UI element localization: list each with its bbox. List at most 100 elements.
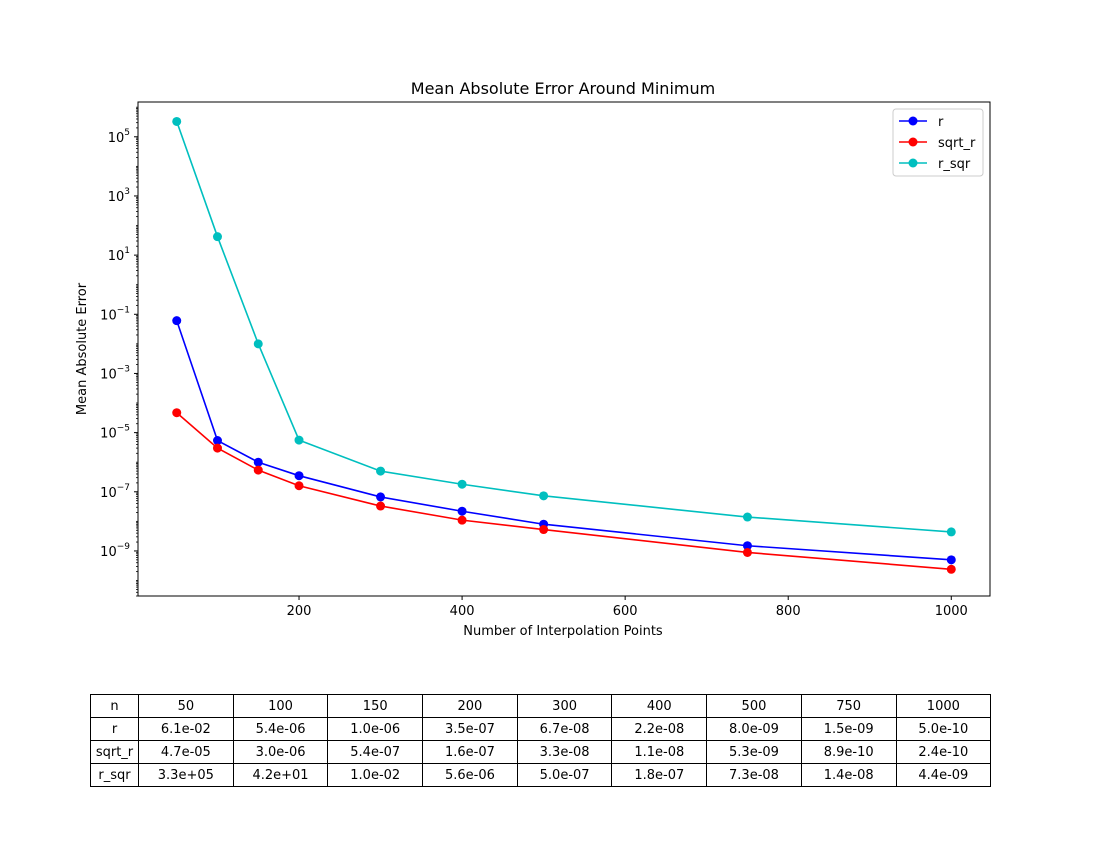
table-cell: 1.5e-09 [800,717,897,741]
table-row: r 6.1e-02 5.4e-06 1.0e-06 3.5e-07 6.7e-08 2.2e… [90,717,992,741]
x-axis: 200 400 600 800 1000 [287,596,968,619]
table-cell: 5.6e-06 [422,763,518,787]
table-cell: 8.9e-10 [800,740,897,764]
series-line-r-sqr [175,121,952,533]
y-axis-label: Mean Absolute Error [75,282,90,415]
legend-marker [908,158,918,168]
table-row-label: r [90,717,139,741]
table-cell: 3.3e+05 [138,763,234,787]
y-tick-label: 10−1 [100,305,130,323]
data-point-sqrt-r [457,515,467,525]
data-table: n 50 100 150 200 300 400 500 750 1000 r 6.1e-02 5.4e… [90,694,992,787]
data-point-r [946,555,956,565]
table-cell: 1.8e-07 [611,763,708,787]
data-point-r [253,457,263,467]
x-tick-label: 800 [776,604,801,619]
table-cell: 1.0e-06 [327,717,424,741]
table-cell: 3.3e-08 [516,740,613,764]
table-cell: 8.0e-09 [706,717,802,741]
plot-lines [172,116,956,574]
data-point-sqrt-r [539,525,549,535]
y-tick-label: 103 [108,187,130,205]
table-cell: 2.2e-08 [611,717,708,741]
legend-marker [908,137,918,147]
table-cell: 750 [800,694,897,718]
chart-title: Mean Absolute Error Around Minimum [411,79,715,98]
data-point-sqrt-r [742,547,752,557]
legend-label: r_sqr [938,157,971,172]
data-point-sqrt-r [212,443,222,453]
data-point-sqrt-r [376,501,386,511]
data-point-r-sqr [212,232,222,242]
y-tick-label: 105 [108,128,130,146]
y-tick-label: 101 [108,246,130,264]
legend-frame [892,108,984,177]
plot-frame [137,101,991,597]
table-cell: 1000 [895,694,992,718]
table-row-label: sqrt_r [90,740,139,764]
table-cell: 100 [232,694,329,718]
data-point-r [172,316,182,326]
table-cell: 300 [516,694,613,718]
data-point-r [457,506,467,516]
legend-marker [908,116,918,126]
table-cell: 6.7e-08 [516,717,613,741]
table-cell: 150 [327,694,424,718]
chart: Mean Absolute Error Around Minimum 200 40… [75,79,991,639]
data-point-r-sqr [376,466,386,476]
table-cell: 5.4e-07 [327,740,424,764]
table-row: sqrt_r 4.7e-05 3.0e-06 5.4e-07 1.6e-07 3.3e-0… [90,740,992,764]
table-cell: 50 [138,694,234,718]
data-point-r-sqr [742,512,752,522]
table-cell: 2.4e-10 [895,740,992,764]
y-tick-label: 10−9 [100,542,130,560]
series-line-sqrt-r [176,412,952,571]
y-tick-label: 10−7 [100,483,130,501]
x-tick-label: 200 [287,604,312,619]
data-point-r-sqr [172,116,182,126]
data-point-r-sqr [294,435,304,445]
table-cell: 1.4e-08 [800,763,897,787]
x-axis-label: Number of Interpolation Points [463,624,663,639]
table-cell: 6.1e-02 [138,717,234,741]
data-point-r-sqr [457,479,467,489]
data-point-r-sqr [946,527,956,537]
data-point-r-sqr [539,491,549,501]
x-tick-label: 600 [613,604,638,619]
table-cell: 4.2e+01 [232,763,329,787]
table-cell: 5.4e-06 [232,717,329,741]
data-point-r [742,541,752,551]
data-point-r [376,492,386,502]
data-point-sqrt-r [946,564,956,574]
table-cell: 5.0e-07 [516,763,613,787]
table-cell: 200 [422,694,518,718]
data-point-sqrt-r [253,465,263,475]
table-cell: 5.3e-09 [706,740,802,764]
data-point-sqrt-r [172,408,182,418]
table-cell: 3.0e-06 [232,740,329,764]
y-tick-label: 10−3 [100,364,130,382]
table-cell: 1.6e-07 [422,740,518,764]
data-point-r [212,436,222,446]
table-row: r_sqr 3.3e+05 4.2e+01 1.0e-02 5.6e-06 5.0e-07… [90,763,992,787]
table-cell: 400 [611,694,708,718]
legend-label: sqrt_r [938,136,976,151]
table-row-label: n [90,694,139,718]
table-cell: 3.5e-07 [422,717,518,741]
table-cell: 7.3e-08 [706,763,802,787]
legend: r sqrt_r r_sqr [892,108,984,177]
table-cell: 5.0e-10 [895,717,992,741]
legend-label: r [938,115,944,130]
y-tick-label: 10−5 [100,424,130,442]
table-cell: 500 [706,694,802,718]
table-row-label: r_sqr [90,763,139,787]
table-row: n 50 100 150 200 300 400 500 750 1000 [90,694,992,718]
x-tick-label: 1000 [935,604,968,619]
table-cell: 1.1e-08 [611,740,708,764]
data-point-r-sqr [253,339,263,349]
table-cell: 4.7e-05 [138,740,234,764]
y-axis: 10−9 10−7 10−5 10−3 10−1 101 103 105 [100,106,138,597]
table-cell: 4.4e-09 [895,763,992,787]
data-point-r [294,471,304,481]
data-point-sqrt-r [294,481,304,491]
